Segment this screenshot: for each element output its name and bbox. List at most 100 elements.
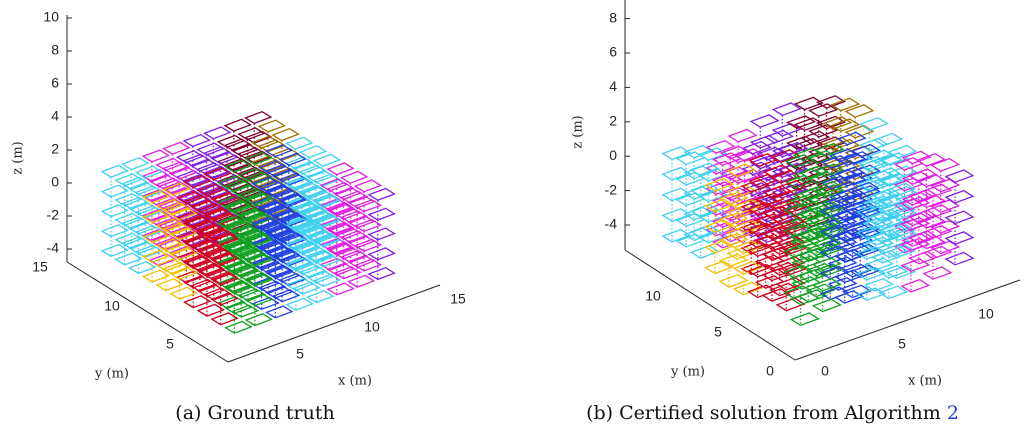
x-axis <box>227 284 441 363</box>
frame-loop <box>797 206 828 221</box>
frame-loop <box>224 300 253 315</box>
frame-loop <box>353 238 383 252</box>
frame-loop <box>196 183 225 197</box>
frame-loop <box>844 124 875 139</box>
frame-loop <box>244 110 273 125</box>
frame-loop <box>740 240 771 255</box>
frame-loop <box>353 258 383 272</box>
frame-loop <box>265 245 294 260</box>
frame-loop <box>326 203 355 217</box>
frame-loop <box>210 232 239 247</box>
z-tick-label: 8 <box>51 42 59 58</box>
figure: -4 -2 0 2 4 6 8 10 5 10 15 5 10 15 z (m) y (m) x (m) -4 -2… <box>11 0 1021 389</box>
frame-loop <box>811 236 842 251</box>
frame-loop <box>285 297 314 311</box>
frame-loop <box>761 205 792 220</box>
frame-loop <box>830 138 861 153</box>
frame-loop <box>922 245 953 260</box>
frame-loop <box>264 185 294 199</box>
frame-loop <box>944 189 975 204</box>
frame-loop <box>661 166 692 181</box>
frame-loop <box>244 233 273 248</box>
frame-loop <box>203 126 232 140</box>
frame-loop <box>196 224 226 238</box>
z-tick-label: 8 <box>609 9 617 25</box>
frame-loop <box>271 168 301 183</box>
frame-loop <box>878 264 909 279</box>
frame-loop <box>203 167 232 181</box>
caption-ref[interactable]: 2 <box>946 402 959 424</box>
frame-loop <box>162 141 191 155</box>
frame-loop <box>244 293 273 307</box>
frame-loop <box>732 219 763 234</box>
frame-loop <box>813 263 844 278</box>
frame-loop <box>797 268 828 283</box>
frame-loop <box>734 148 765 162</box>
frame-loop <box>786 115 817 129</box>
frame-loop <box>827 276 858 291</box>
frame-loop <box>705 139 736 154</box>
z-tick-label: 6 <box>609 44 617 60</box>
z-tick-label: -2 <box>47 207 60 223</box>
frame-loop <box>922 266 953 280</box>
frame-loop <box>793 96 824 111</box>
frame-loop <box>128 181 157 195</box>
frame-loop <box>244 151 273 166</box>
frame-loop <box>285 136 314 150</box>
frame-loop <box>333 186 362 201</box>
frame-loop <box>367 227 396 241</box>
frame-loop <box>704 260 735 275</box>
frame-loop <box>771 122 802 137</box>
frame-loop <box>162 182 191 196</box>
frame-loop <box>849 223 880 237</box>
y-axis-label: y (m) <box>670 365 705 380</box>
frame-loop <box>732 199 763 213</box>
frame-loop <box>849 264 880 279</box>
frame-loop <box>100 184 130 198</box>
z-tick-label: -2 <box>605 181 618 197</box>
frame-loop <box>830 97 861 112</box>
frame-loop <box>305 169 335 184</box>
frame-loop <box>704 239 735 254</box>
frame-loop <box>797 247 828 262</box>
frame-loop <box>175 150 205 164</box>
frame-loop <box>367 187 396 201</box>
frame-loop <box>196 142 225 156</box>
frame-loop <box>856 204 887 219</box>
frame-loop <box>863 277 894 292</box>
frame-loop <box>885 265 917 280</box>
frame-loop <box>922 204 953 219</box>
frame-loop <box>230 143 259 157</box>
z-tick-label: -4 <box>605 216 618 232</box>
frame-loop <box>798 165 830 180</box>
frame-loop <box>863 236 894 251</box>
frame-loop <box>326 242 355 256</box>
frame-loop <box>885 203 917 218</box>
frame-loop <box>827 215 858 229</box>
frame-loop <box>887 144 918 159</box>
frame-loop <box>306 270 335 284</box>
frame-loop <box>850 205 881 220</box>
frame-loop <box>740 220 771 234</box>
frame-loop <box>176 191 205 205</box>
z-tick-label: 0 <box>51 174 59 190</box>
frame-loop <box>793 137 824 152</box>
frame-loop <box>169 166 198 180</box>
frame-loop <box>944 231 975 245</box>
trajectory-frames <box>100 110 396 334</box>
frame-loop <box>367 247 396 261</box>
frame-loop <box>189 158 218 172</box>
frame-loop <box>718 253 749 268</box>
frame-loop <box>740 261 771 276</box>
frame-loop <box>873 132 904 147</box>
frame-loop <box>800 130 831 145</box>
frame-loop <box>155 238 184 252</box>
frame-loop <box>763 129 794 144</box>
z-tick-label: -4 <box>47 240 60 256</box>
frame-loop <box>834 269 865 284</box>
frame-loop <box>258 201 287 215</box>
frame-loop <box>705 181 736 196</box>
frame-loop <box>114 193 143 207</box>
frame-loop <box>278 193 307 207</box>
frame-loop <box>808 103 839 117</box>
